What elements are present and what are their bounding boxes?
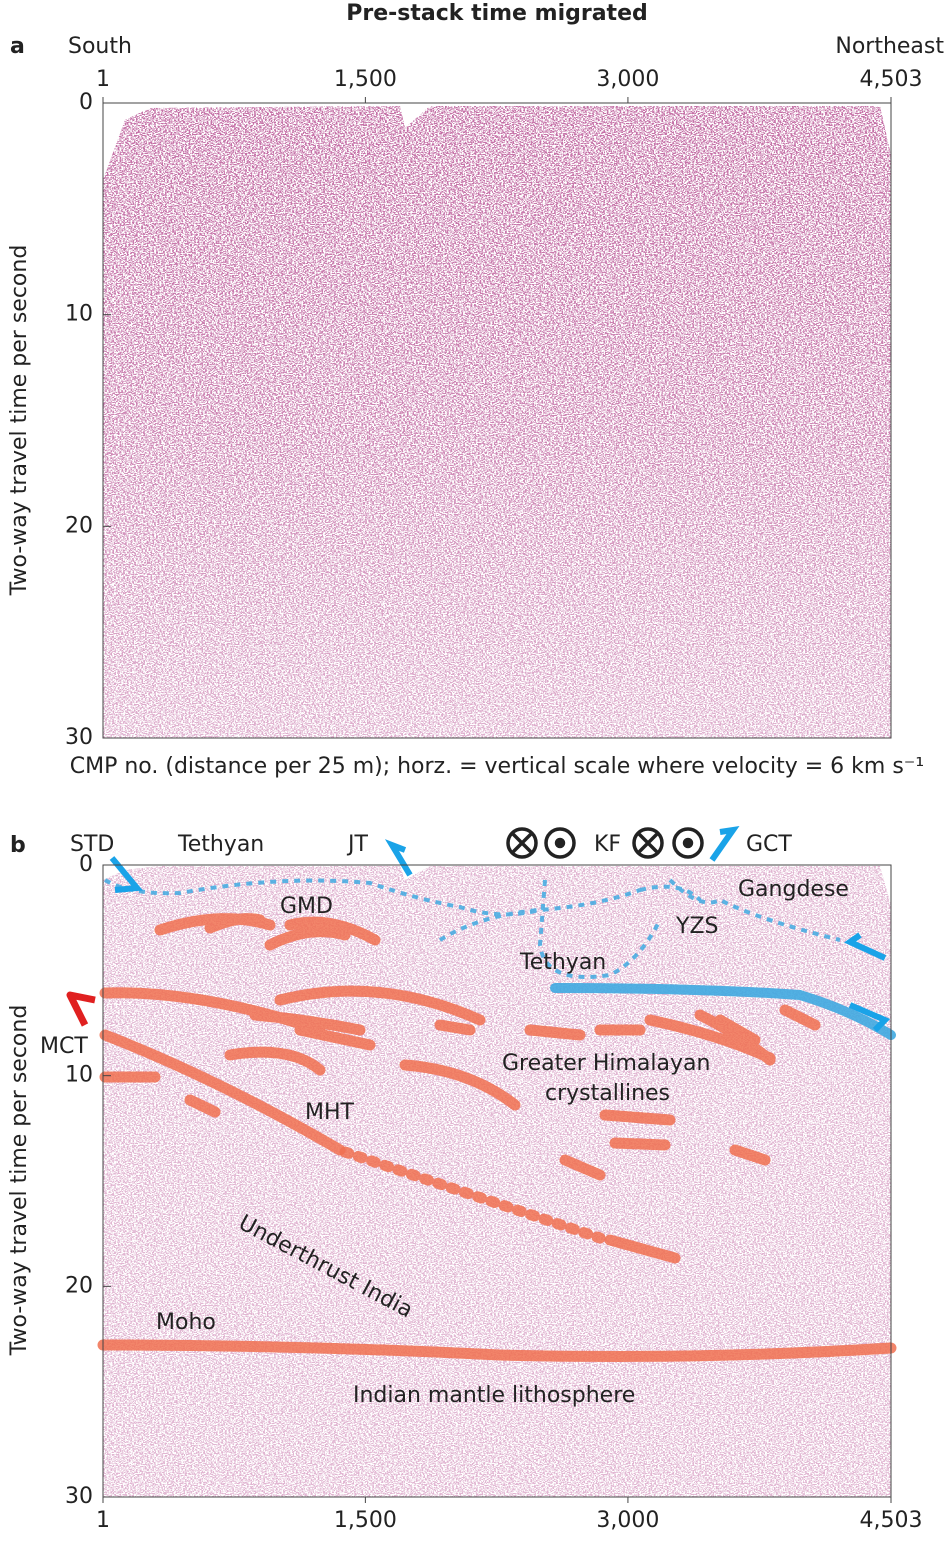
chart-title: Pre-stack time migrated: [346, 1, 647, 26]
y-tick-label: 0: [79, 90, 93, 115]
motion-symbols: [506, 827, 704, 859]
annotation: Tethyan: [519, 950, 606, 975]
annotation: KF: [594, 832, 621, 857]
y-tick-label: 20: [65, 513, 93, 538]
annotation: crystallines: [545, 1081, 670, 1106]
y-tick-label: 30: [65, 725, 93, 750]
annotation: MCT: [40, 1034, 88, 1059]
y-axis-label: Two-way travel time per second: [7, 245, 32, 597]
annotation: Tethyan: [177, 832, 264, 857]
direction-label: South: [68, 34, 132, 59]
y-tick-label: 20: [65, 1273, 93, 1298]
annotation: MHT: [305, 1100, 355, 1125]
x-tick-label: 1: [96, 1508, 110, 1533]
seismic-image: [103, 106, 891, 738]
y-axis-label: Two-way travel time per second: [7, 1005, 32, 1357]
panel-label: b: [10, 833, 26, 858]
direction-label: Northeast: [835, 34, 944, 59]
interpretation: [66, 825, 897, 1362]
x-tick-label: 3,000: [596, 1508, 659, 1533]
x-axis-label: CMP no. (distance per 25 m); horz. = ver…: [70, 754, 924, 779]
x-tick-label: 1: [96, 67, 110, 92]
x-tick-label: 1,500: [334, 1508, 397, 1533]
plot-frame: [102, 102, 892, 739]
panel-label: a: [10, 34, 25, 59]
annotation: JT: [346, 832, 368, 857]
annotation: GCT: [746, 832, 792, 857]
annotation: YZS: [675, 914, 718, 939]
y-tick-label: 30: [65, 1484, 93, 1509]
x-tick-label: 4,503: [860, 1508, 923, 1533]
panel-a: a Pre-stack time migrated South Northeas…: [7, 1, 944, 779]
annotation: STD: [70, 832, 114, 857]
x-tick-label: 1,500: [334, 67, 397, 92]
y-tick-label: 10: [65, 1063, 93, 1088]
y-tick-label: 10: [65, 302, 93, 327]
annotation: GMD: [280, 894, 333, 919]
annotation: Gangdese: [738, 877, 849, 902]
y-tick-label: 0: [79, 852, 93, 877]
panel-b: b Two-way travel time per second 1 1,500 3…: [7, 825, 923, 1533]
plot-frame: [102, 864, 892, 1498]
x-tick-label: 4,503: [860, 67, 923, 92]
annotation: Moho: [156, 1310, 216, 1335]
seismic-image: [103, 866, 891, 1497]
x-tick-label: 3,000: [596, 67, 659, 92]
annotation: Greater Himalayan: [502, 1051, 710, 1076]
annotation: Indian mantle lithosphere: [353, 1383, 635, 1408]
